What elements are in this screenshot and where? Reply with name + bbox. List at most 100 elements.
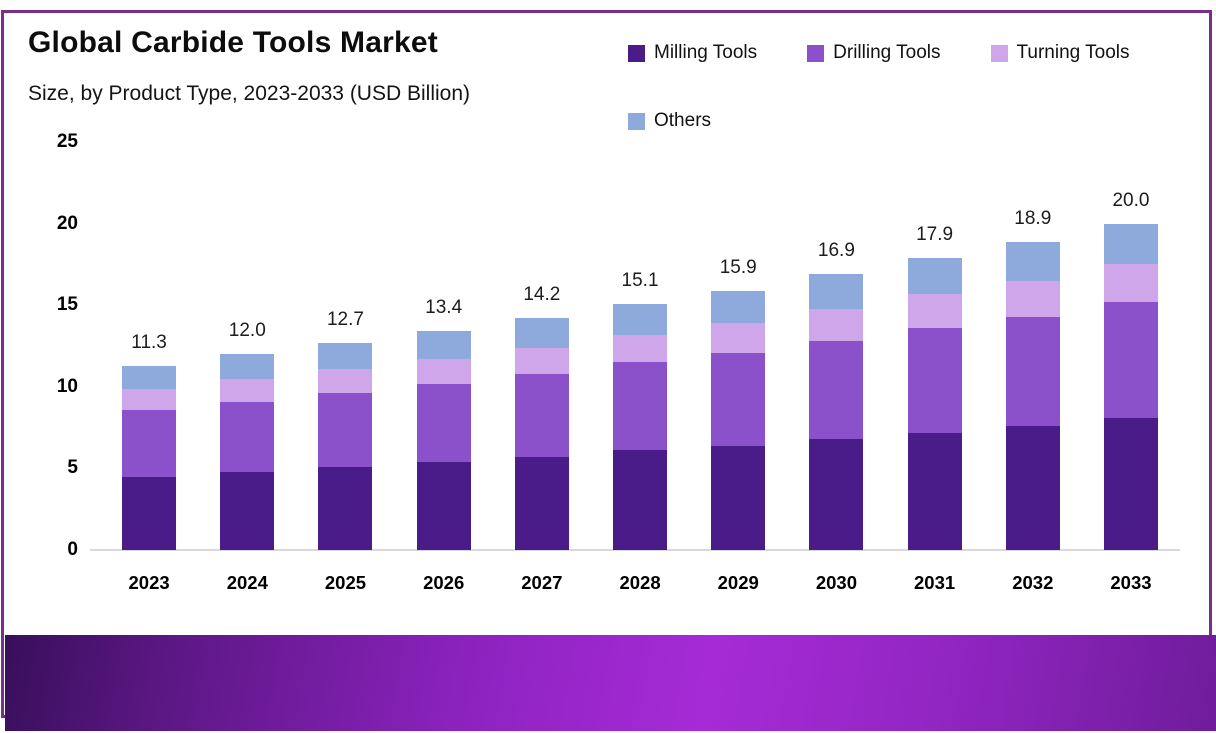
bar-segment-milling-tools <box>907 432 962 550</box>
bar-segment-others <box>809 274 864 309</box>
bar-total-label: 15.1 <box>621 269 659 291</box>
bar-segment-others <box>1005 241 1060 281</box>
bar-segment-drilling-tools <box>1005 316 1060 426</box>
bar-column-2028: 15.1 <box>591 142 689 550</box>
bar-segment-turning-tools <box>416 359 471 384</box>
bar-segment-others <box>711 290 766 324</box>
bar-total-label: 11.3 <box>131 331 167 353</box>
bar-segment-milling-tools <box>416 461 471 550</box>
bar-segment-others <box>220 354 275 379</box>
legend: Milling Tools Drilling Tools Turning Tools… <box>628 42 1208 132</box>
bar-segment-others <box>514 318 569 348</box>
bar-segment-turning-tools <box>809 308 864 342</box>
x-axis-label-2029: 2029 <box>717 572 759 593</box>
bar-segment-milling-tools <box>220 471 275 550</box>
bar-segment-others <box>318 342 373 369</box>
bar-column-2029: 15.9 <box>689 142 787 550</box>
x-axis-label-2027: 2027 <box>521 572 563 593</box>
chart-title: Global Carbide Tools Market <box>28 26 438 59</box>
bar-column-2031: 17.9 <box>886 142 984 550</box>
bar-total-label: 12.7 <box>326 308 364 330</box>
bar-segment-milling-tools <box>318 466 373 550</box>
bar-segment-milling-tools <box>122 476 177 550</box>
bar-segment-turning-tools <box>907 293 962 329</box>
bar-segment-milling-tools <box>514 457 569 550</box>
legend-swatch-drilling-tools <box>807 44 825 62</box>
bar-segment-drilling-tools <box>514 373 569 457</box>
x-axis-label-2023: 2023 <box>128 572 170 593</box>
bar-segment-others <box>907 257 962 294</box>
bar-segment-drilling-tools <box>907 328 962 433</box>
bar-segment-milling-tools <box>613 450 668 550</box>
bar-segment-turning-tools <box>122 388 177 410</box>
legend-item-drilling-tools: Drilling Tools <box>807 42 941 64</box>
bar-stack <box>711 290 766 550</box>
legend-label: Milling Tools <box>654 42 758 63</box>
plot-area: 11.3 12.0 12.7 13.4 14.2 15.1 15.9 16.9 17.9 18.9… <box>90 142 1180 551</box>
footer-banner <box>5 635 1216 731</box>
bar-segment-others <box>613 303 668 335</box>
bar-segment-turning-tools <box>1005 280 1060 317</box>
x-axis-label-2033: 2033 <box>1110 572 1152 593</box>
bar-stack <box>318 342 373 550</box>
y-tick-label: 5 <box>67 457 78 479</box>
footer-banner-content: The Market will Grow At the CAGR of: 5.9… <box>1 622 1212 718</box>
y-tick-label: 10 <box>56 375 78 397</box>
bar-stack <box>907 257 962 550</box>
bar-segment-turning-tools <box>514 347 569 374</box>
bar-segment-others <box>122 365 177 389</box>
bar-total-label: 12.0 <box>228 320 266 342</box>
chart-subtitle: Size, by Product Type, 2023-2033 (USD Bi… <box>28 82 471 105</box>
bar-segment-drilling-tools <box>220 401 275 472</box>
legend-item-others: Others <box>628 110 711 132</box>
bar-total-label: 13.4 <box>425 297 463 319</box>
legend-item-turning-tools: Turning Tools <box>990 42 1130 64</box>
bar-segment-drilling-tools <box>1103 301 1158 418</box>
bar-segment-turning-tools <box>613 334 668 363</box>
bar-stack <box>416 331 471 550</box>
bar-total-label: 17.9 <box>916 223 954 245</box>
bar-column-2023: 11.3 <box>100 142 198 550</box>
legend-label: Turning Tools <box>1016 42 1130 63</box>
bar-segment-drilling-tools <box>809 341 864 439</box>
legend-item-milling-tools: Milling Tools <box>628 42 757 64</box>
bar-segment-drilling-tools <box>711 352 766 446</box>
bar-stack <box>1005 241 1060 550</box>
bar-column-2032: 18.9 <box>984 142 1082 550</box>
bar-segment-turning-tools <box>220 378 275 402</box>
bar-segment-turning-tools <box>318 368 373 394</box>
bar-stack <box>809 274 864 550</box>
bar-column-2026: 13.4 <box>395 142 493 550</box>
x-axis-label-2028: 2028 <box>619 572 661 593</box>
x-axis-label-2030: 2030 <box>815 572 857 593</box>
bar-segment-turning-tools <box>1103 264 1158 302</box>
bar-total-label: 15.9 <box>719 256 757 278</box>
bar-segment-milling-tools <box>809 439 864 550</box>
y-tick-label: 15 <box>56 294 78 316</box>
legend-swatch-turning-tools <box>990 44 1008 62</box>
bar-segment-milling-tools <box>711 445 766 550</box>
legend-label: Drilling Tools <box>833 42 941 63</box>
x-axis-line <box>90 549 1180 551</box>
bar-stack <box>613 303 668 550</box>
bar-total-label: 18.9 <box>1014 207 1052 229</box>
bar-stack <box>1103 223 1158 550</box>
bar-column-2030: 16.9 <box>787 142 885 550</box>
x-axis-label-2024: 2024 <box>226 572 268 593</box>
bar-total-label: 16.9 <box>817 240 855 262</box>
bar-column-2024: 12.0 <box>198 142 296 550</box>
bar-total-label: 20.0 <box>1112 189 1150 211</box>
bar-segment-drilling-tools <box>416 383 471 462</box>
bar-segment-others <box>416 331 471 360</box>
bar-segment-others <box>1103 223 1158 265</box>
bar-stack <box>514 318 569 550</box>
bar-segment-milling-tools <box>1005 426 1060 550</box>
y-tick-label: 0 <box>67 539 78 560</box>
bar-column-2033: 20.0 <box>1082 142 1180 550</box>
bar-segment-drilling-tools <box>122 409 177 477</box>
bar-total-label: 14.2 <box>523 284 561 306</box>
x-axis-label-2032: 2032 <box>1012 572 1054 593</box>
bar-column-2027: 14.2 <box>493 142 591 550</box>
x-axis-label-2026: 2026 <box>423 572 465 593</box>
